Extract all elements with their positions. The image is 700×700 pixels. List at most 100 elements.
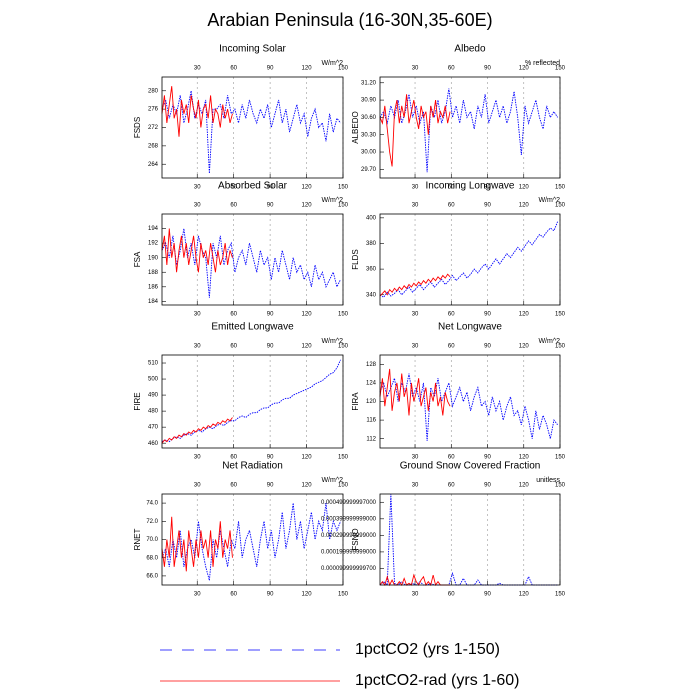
- x-tick-label-bottom: 150: [555, 185, 566, 191]
- units: W/m^2: [538, 197, 560, 204]
- y-tick-label: 68.0: [146, 555, 158, 561]
- y-tick-label: 490: [148, 393, 159, 399]
- y-axis-label: FIRE: [133, 392, 142, 410]
- y-tick-label: 0.000499999997000: [321, 500, 377, 506]
- units: % reflected: [525, 60, 560, 67]
- y-tick-label: 124: [366, 380, 377, 386]
- x-tick-label-top: 60: [448, 344, 455, 350]
- x-tick-label-bottom: 60: [230, 185, 237, 191]
- x-tick-label-top: 30: [194, 483, 201, 489]
- panel-title: Emitted Longwave: [211, 322, 294, 333]
- x-tick-label-top: 30: [412, 66, 419, 72]
- y-tick-label: 30.90: [361, 98, 377, 104]
- units: W/m^2: [321, 477, 343, 484]
- x-tick-label-bottom: 120: [302, 455, 313, 461]
- x-tick-label-top: 60: [448, 203, 455, 209]
- x-tick-label-bottom: 30: [194, 185, 201, 191]
- y-tick-label: 70.0: [146, 537, 158, 543]
- y-tick-label: 500: [148, 377, 159, 383]
- x-tick-label-bottom: 150: [338, 455, 349, 461]
- series-line: [161, 359, 341, 443]
- y-tick-label: 480: [148, 409, 159, 415]
- x-tick-label-bottom: 90: [267, 185, 274, 191]
- x-tick-label-bottom: 120: [302, 312, 313, 318]
- x-tick-label-top: 120: [519, 344, 530, 350]
- x-tick-label-top: 150: [338, 483, 349, 489]
- plot-frame: [379, 354, 561, 449]
- y-tick-label: 400: [366, 215, 377, 221]
- x-tick-label-top: 150: [338, 66, 349, 72]
- panel-title: Incoming Solar: [219, 44, 286, 55]
- y-tick-label: 190: [148, 255, 159, 261]
- x-tick-label-top: 90: [267, 483, 274, 489]
- x-tick-label-bottom: 120: [519, 592, 530, 598]
- x-tick-label-bottom: 30: [412, 312, 419, 318]
- x-tick-label-bottom: 60: [448, 312, 455, 318]
- y-axis-label: RNET: [133, 529, 142, 551]
- x-tick-label-bottom: 60: [448, 455, 455, 461]
- y-tick-label: 66.0: [146, 573, 158, 579]
- y-tick-label: 264: [148, 162, 159, 168]
- x-tick-label-top: 30: [412, 344, 419, 350]
- y-tick-label: 188: [148, 270, 159, 276]
- x-tick-label-top: 90: [484, 344, 491, 350]
- units: W/m^2: [321, 60, 343, 67]
- x-tick-label-bottom: 150: [555, 455, 566, 461]
- y-tick-label: 380: [366, 241, 377, 247]
- x-tick-label-bottom: 120: [302, 185, 313, 191]
- y-tick-label: 74.0: [146, 501, 158, 507]
- series-line: [379, 373, 558, 442]
- x-tick-label-top: 60: [448, 483, 455, 489]
- series-line: [379, 221, 558, 298]
- x-tick-label-top: 150: [338, 203, 349, 209]
- x-tick-label-top: 120: [519, 66, 530, 72]
- x-tick-label-top: 90: [267, 203, 274, 209]
- x-tick-label-bottom: 30: [194, 455, 201, 461]
- x-tick-label-top: 120: [302, 344, 313, 350]
- plot-frame: [161, 76, 344, 179]
- x-tick-label-top: 60: [230, 203, 237, 209]
- y-tick-label: 280: [148, 88, 159, 94]
- y-tick-label: 340: [366, 292, 377, 298]
- x-tick-label-bottom: 150: [338, 312, 349, 318]
- y-tick-label: 460: [148, 441, 159, 447]
- y-tick-label: 30.00: [361, 150, 377, 156]
- x-tick-label-top: 60: [230, 66, 237, 72]
- x-tick-label-bottom: 30: [194, 312, 201, 318]
- units: W/m^2: [538, 338, 560, 345]
- x-tick-label-top: 30: [412, 203, 419, 209]
- x-tick-label-bottom: 120: [302, 592, 313, 598]
- y-tick-label: 272: [148, 125, 159, 131]
- series-line: [379, 94, 451, 167]
- panel-title: Net Radiation: [222, 461, 283, 472]
- y-tick-label: 120: [366, 399, 377, 405]
- x-tick-label-bottom: 90: [267, 592, 274, 598]
- x-tick-label-top: 150: [555, 66, 566, 72]
- x-tick-label-top: 60: [230, 483, 237, 489]
- x-tick-label-top: 60: [448, 66, 455, 72]
- x-tick-label-bottom: 30: [412, 455, 419, 461]
- plot-frame: [161, 354, 344, 449]
- x-tick-label-top: 150: [555, 344, 566, 350]
- x-tick-label-top: 90: [267, 344, 274, 350]
- y-tick-label: 192: [148, 241, 159, 247]
- y-tick-label: 0.000399999999000: [321, 516, 377, 522]
- plot-frame: [379, 76, 561, 179]
- y-tick-label: 128: [366, 362, 377, 368]
- series-line: [379, 573, 451, 587]
- y-tick-label: 31.20: [361, 80, 377, 86]
- panel-title: Net Longwave: [438, 322, 502, 333]
- figure-title: Arabian Peninsula (16-30N,35-60E): [207, 10, 492, 30]
- x-tick-label-bottom: 60: [448, 185, 455, 191]
- series-line: [161, 228, 233, 273]
- x-tick-label-top: 120: [519, 203, 530, 209]
- y-tick-label: 360: [366, 267, 377, 273]
- series-line: [379, 88, 558, 173]
- series-line: [161, 90, 341, 174]
- y-tick-label: 470: [148, 425, 159, 431]
- y-tick-label: 194: [148, 226, 159, 232]
- x-tick-label-bottom: 90: [267, 455, 274, 461]
- series-line: [379, 493, 558, 586]
- series-line: [161, 86, 233, 137]
